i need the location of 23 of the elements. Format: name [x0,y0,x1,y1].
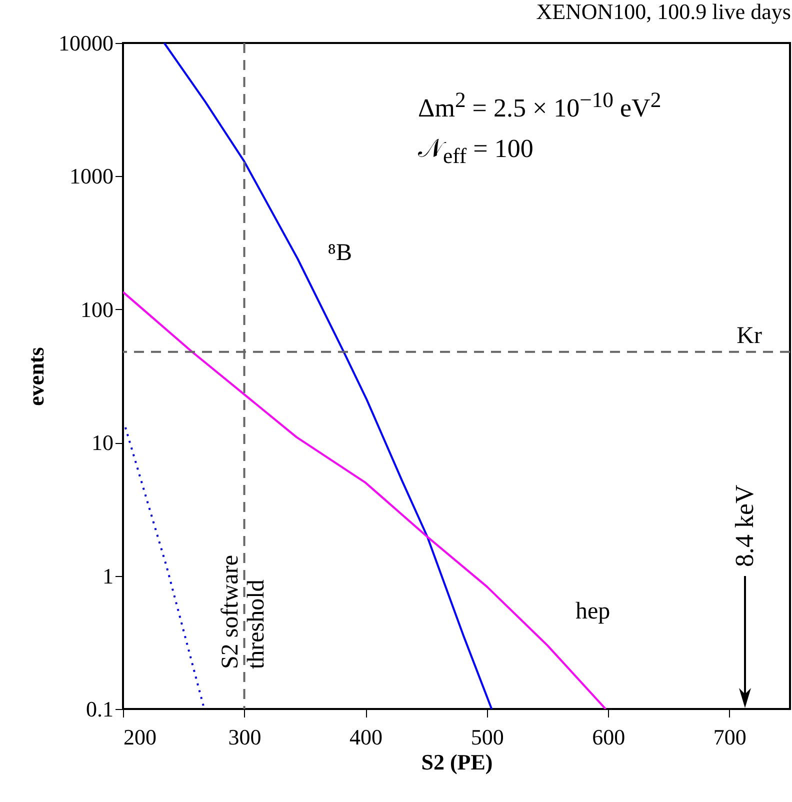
x-axis-title: S2 (PE) [421,750,493,774]
y-tick-label: 0.1 [86,696,114,722]
annotation: 𝒩$_{eff}$ = 100 [418,132,534,170]
annotation: Δm$^{2}$ = 2.5 × 10$^{−10}$ eV$^{2}$ [418,87,662,125]
x-tick-label: 200 [124,724,156,750]
x-tick-label: 600 [592,724,626,750]
x-tick-label: 300 [228,724,262,750]
chart-title: XENON100, 100.9 live days [536,0,791,24]
series-label: ⁸B [328,240,352,266]
y-tick-label: 1 [102,563,114,588]
x-tick-label: 400 [350,724,383,750]
y-tick-label: 1000 [70,164,114,189]
line-series [163,43,493,709]
x-tick-label: 700 [713,724,746,750]
series-label: hep [575,598,610,624]
x-tick-label: 500 [470,724,504,750]
annotation: 8.4 keV [730,484,759,567]
y-tick-label: 100 [80,296,114,322]
y-tick-label: 10000 [58,30,114,56]
ref-line-label: Kr [736,322,762,349]
y-axis-title: events [24,346,48,406]
ref-line-label: S2 software threshold [217,555,270,669]
y-tick-label: 10 [92,430,114,456]
